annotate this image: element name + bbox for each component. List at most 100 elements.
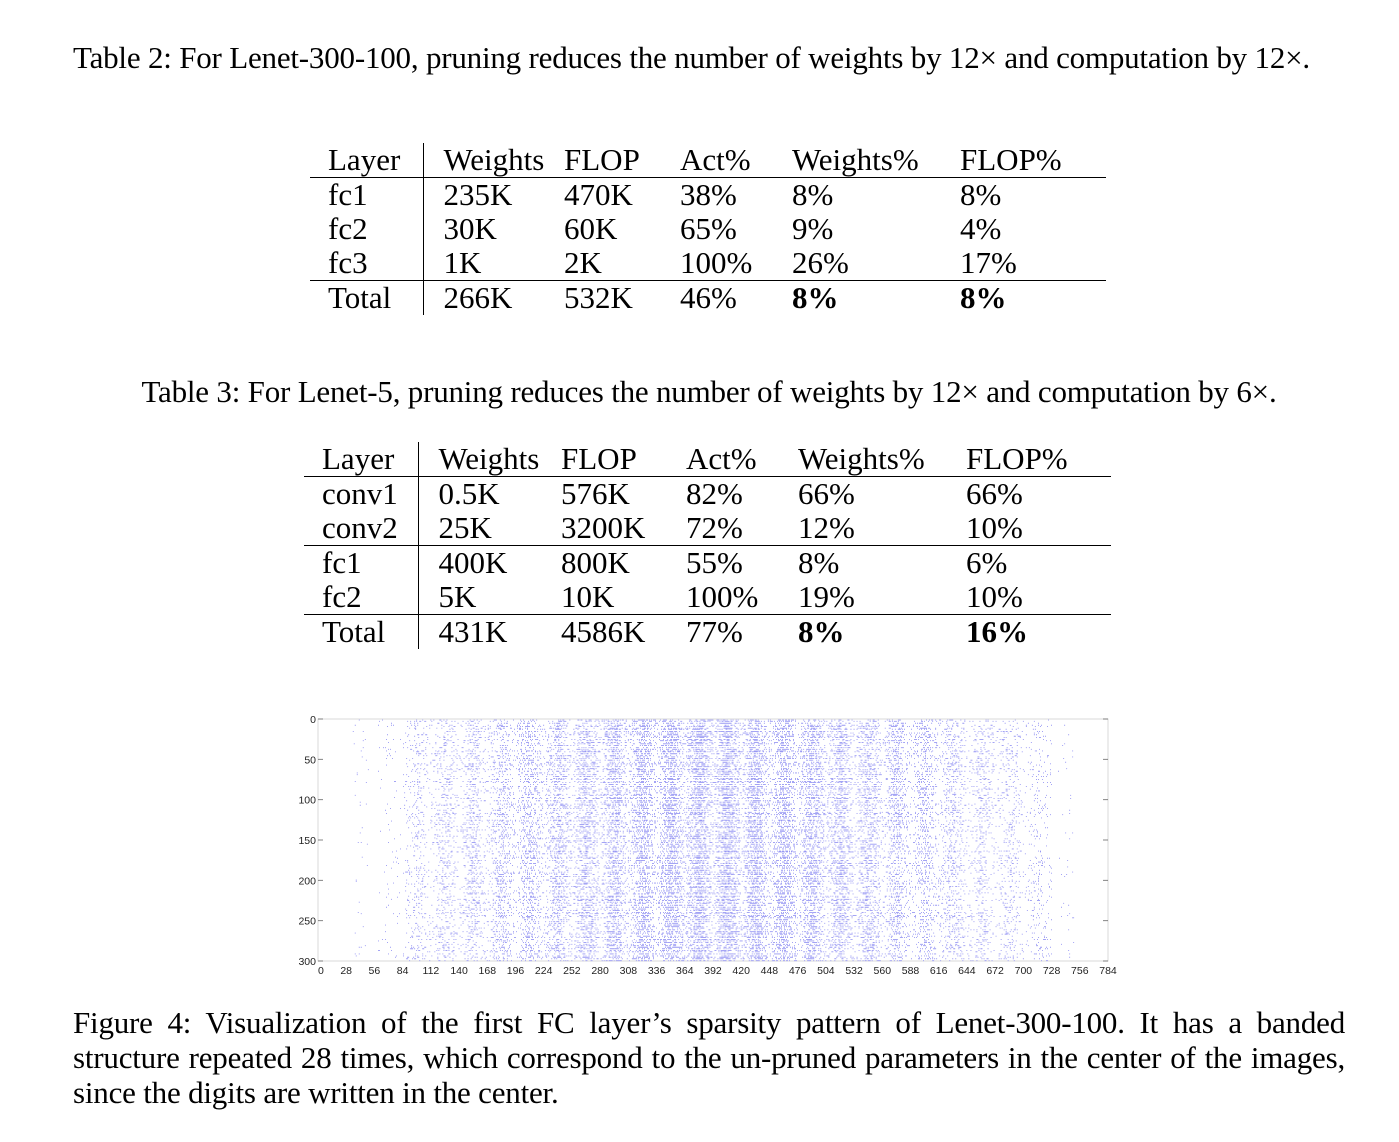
table-cell: 2K xyxy=(564,245,602,280)
table-cell: fc1 xyxy=(310,177,424,212)
table-cell: 266K xyxy=(423,280,564,315)
x-tick-label: 196 xyxy=(507,965,525,977)
x-tick-label: 448 xyxy=(761,965,779,977)
table-cell: fc1 xyxy=(304,545,419,580)
x-tick-label: 700 xyxy=(1015,965,1033,977)
table3: Layer Weights FLOP Act% Weights% FLOP% c… xyxy=(304,442,1111,649)
x-tick-label: 336 xyxy=(648,965,666,977)
sparsity-figure: 0 28 56 84 112 140 168 196 224 252 280 308 336 364 392… xyxy=(298,714,1117,977)
table-total-row: Total 266K 532K 46% 8% 8% xyxy=(310,280,1106,315)
table-cell: 235K xyxy=(443,177,513,212)
table-cell: 532K xyxy=(564,280,680,315)
plot-frame xyxy=(317,718,1109,962)
table-cell: 10% xyxy=(966,579,1023,614)
table-row: conv1 0.5K 576K 82% 66% 66% xyxy=(304,476,1111,511)
table-cell: 25K xyxy=(438,510,492,545)
x-tick-label: 644 xyxy=(958,965,976,977)
x-tick-label: 84 xyxy=(397,965,409,977)
table-total-row: Total 431K 4586K 77% 8% 16% xyxy=(304,614,1111,649)
x-tick-label: 392 xyxy=(704,965,722,977)
table2: Layer Weights FLOP Act% Weights% FLOP% f… xyxy=(310,143,1106,315)
x-tick-label: 308 xyxy=(620,965,638,977)
table-cell: 82% xyxy=(686,476,743,511)
table3-header-flop: FLOP xyxy=(561,442,686,477)
table-cell: 470K xyxy=(564,177,633,212)
table-cell: 8% xyxy=(792,280,960,315)
table-cell: fc2 xyxy=(310,212,424,246)
table-cell: Total xyxy=(304,614,419,649)
x-tick-label: 252 xyxy=(563,965,581,977)
table-cell: 5K xyxy=(438,579,477,614)
table2-header-layer: Layer xyxy=(310,143,424,178)
x-tick-label: 476 xyxy=(789,965,807,977)
y-tick-label: 0 xyxy=(310,714,316,726)
table-cell: fc2 xyxy=(304,580,419,615)
table-cell: 4586K xyxy=(561,614,686,649)
table-cell: 8% xyxy=(960,177,1002,212)
table-cell: 400K xyxy=(418,545,561,580)
table-cell: 10% xyxy=(966,510,1023,545)
y-tick-label: 50 xyxy=(304,754,316,766)
table-cell: 6% xyxy=(966,545,1111,580)
table-cell: 72% xyxy=(686,510,743,545)
table2-header-weights: Weights xyxy=(423,143,564,178)
figure4-caption: Figure 4: Visualization of the first FC … xyxy=(73,1005,1345,1110)
table-row: fc2 30K 60K 65% 9% 4% xyxy=(310,212,1106,246)
table2-header-weights-pct: Weights% xyxy=(792,143,960,178)
table-cell: 800K xyxy=(561,545,686,580)
table-cell: 19% xyxy=(798,579,855,614)
table-cell: 4% xyxy=(960,211,1002,246)
table-cell: 65% xyxy=(680,211,737,246)
table-cell: 9% xyxy=(792,211,834,246)
table-cell: 576K xyxy=(561,476,630,511)
table-cell: 12% xyxy=(798,510,855,545)
y-tick-label: 200 xyxy=(298,875,316,887)
x-tick-label: 364 xyxy=(676,965,694,977)
table-cell: conv2 xyxy=(304,511,419,546)
table-cell: 30K xyxy=(443,211,497,246)
x-tick-label: 532 xyxy=(845,965,863,977)
y-tick-label: 300 xyxy=(298,956,316,968)
x-tick-label: 168 xyxy=(479,965,497,977)
x-tick-label: 504 xyxy=(817,965,835,977)
table-cell: 100% xyxy=(686,579,759,614)
table3-header-layer: Layer xyxy=(304,442,419,477)
table-cell: 431K xyxy=(418,614,561,649)
table-cell: 26% xyxy=(792,245,849,280)
table-cell: 8% xyxy=(798,614,966,649)
table-cell: 46% xyxy=(680,280,792,315)
table-row: fc1 400K 800K 55% 8% 6% xyxy=(304,545,1111,580)
table-cell: 8% xyxy=(792,177,834,212)
table-cell: 3200K xyxy=(561,510,646,545)
table3-header-flop-pct: FLOP% xyxy=(966,442,1111,477)
x-tick-label: 0 xyxy=(318,965,324,977)
table-cell: 38% xyxy=(680,177,737,212)
table3-header-weights: Weights xyxy=(418,442,561,477)
table3-header-row: Layer Weights FLOP Act% Weights% FLOP% xyxy=(304,442,1111,477)
table-cell: 8% xyxy=(960,280,1106,315)
x-tick-label: 112 xyxy=(423,965,440,977)
table-row: fc3 1K 2K 100% 26% 17% xyxy=(310,246,1106,281)
table3-header-act: Act% xyxy=(686,442,798,477)
table-cell: 17% xyxy=(960,245,1017,280)
table2-header-act: Act% xyxy=(680,143,792,178)
table-row: conv2 25K 3200K 72% 12% 10% xyxy=(304,511,1111,546)
x-tick-label: 224 xyxy=(535,965,553,977)
table2-caption: Table 2: For Lenet-300-100, pruning redu… xyxy=(73,40,1310,75)
table-cell: 100% xyxy=(680,245,753,280)
table-cell: 8% xyxy=(798,545,966,580)
x-tick-label: 420 xyxy=(732,965,750,977)
table-cell: 77% xyxy=(686,614,798,649)
table-cell: fc3 xyxy=(310,246,424,281)
x-tick-label: 728 xyxy=(1043,965,1061,977)
table2-header-flop-pct: FLOP% xyxy=(960,143,1106,178)
table-cell: Total xyxy=(310,280,424,315)
x-axis-ticks: 0 28 56 84 112 140 168 196 224 252 280 308 336 364 392… xyxy=(318,965,1117,977)
table-row: fc2 5K 10K 100% 19% 10% xyxy=(304,580,1111,615)
y-tick-label: 100 xyxy=(298,795,316,807)
y-axis-ticks: 0 50 100 150 200 250 300 xyxy=(298,714,1108,968)
table-cell: 66% xyxy=(966,476,1023,511)
x-tick-label: 616 xyxy=(930,965,948,977)
x-tick-label: 28 xyxy=(340,965,352,977)
table-row: fc1 235K 470K 38% 8% 8% xyxy=(310,177,1106,212)
